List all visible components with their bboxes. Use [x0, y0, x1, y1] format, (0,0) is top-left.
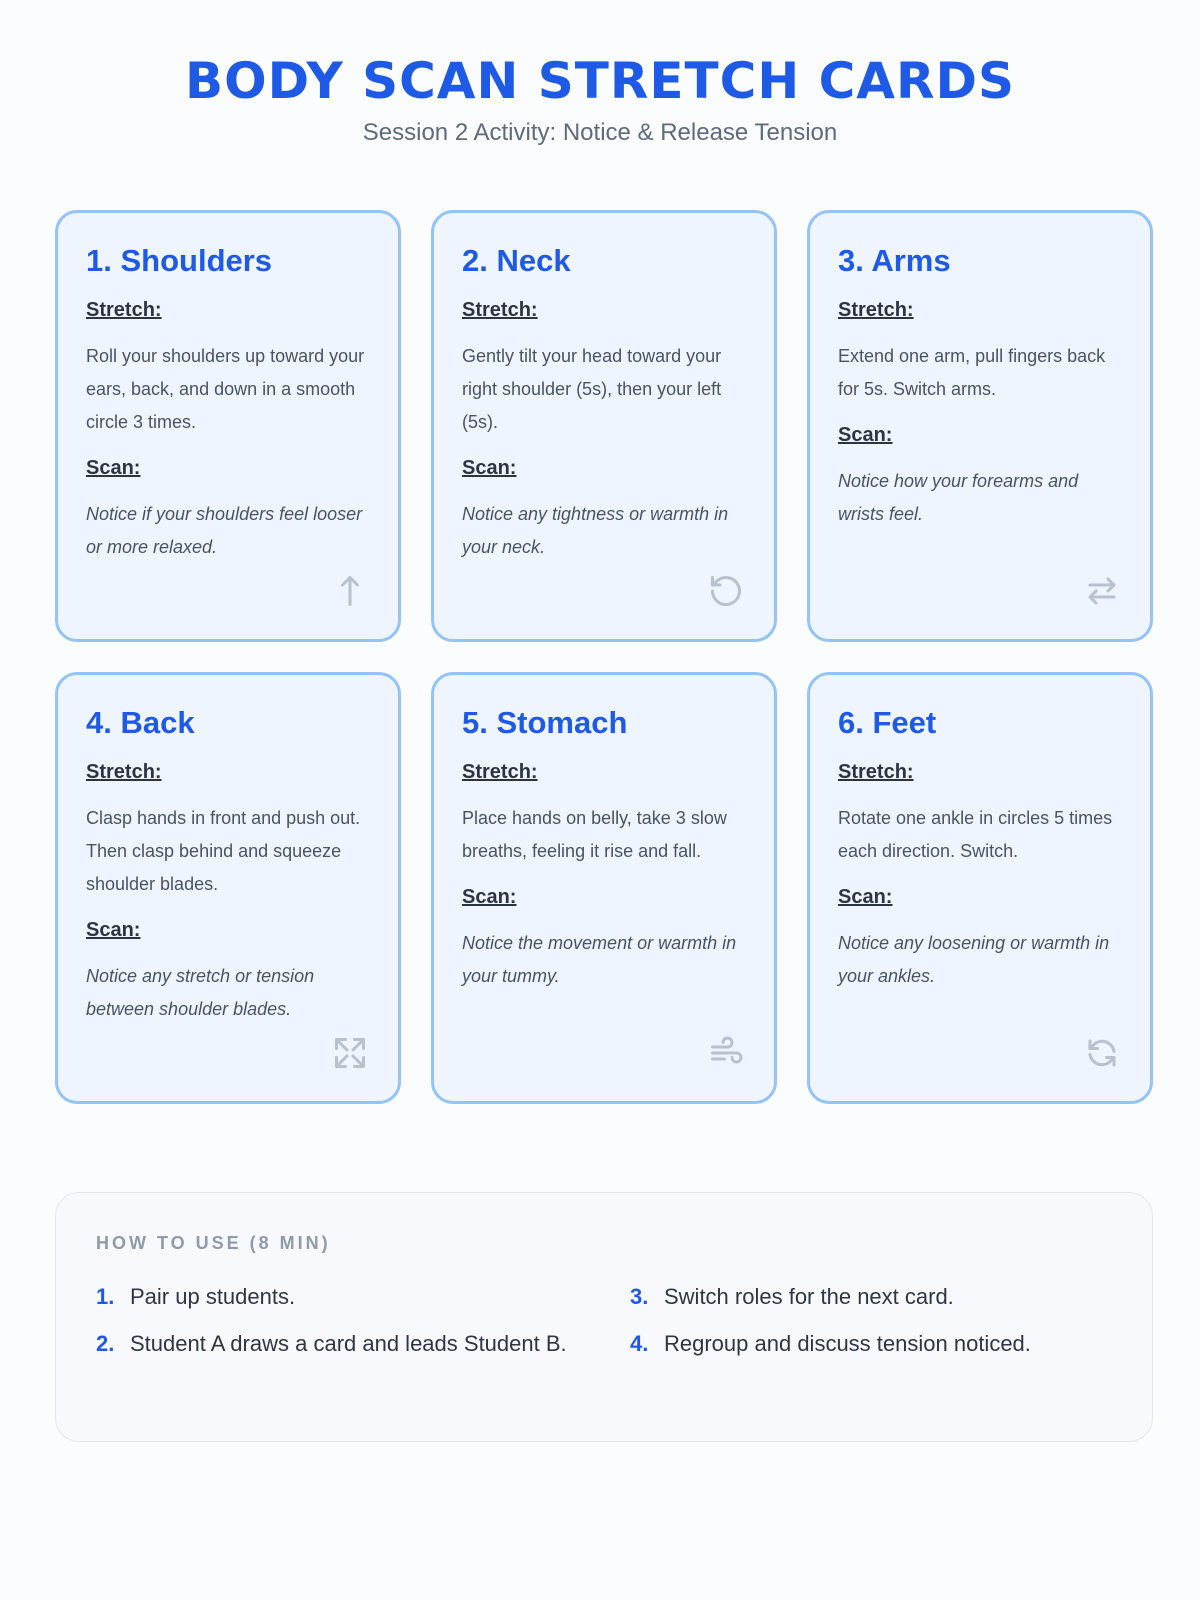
stretch-label: Stretch:	[838, 761, 914, 783]
step-number: 4.	[630, 1331, 649, 1356]
card-feet: 6. Feet Stretch: Rotate one ankle in cir…	[807, 672, 1153, 1104]
step-item: 1. Pair up students.	[96, 1280, 590, 1313]
scan-text: Notice if your shoulders feel looser or …	[86, 504, 363, 557]
page-title: BODY SCAN STRETCH CARDS	[185, 52, 1015, 110]
step-number: 3.	[630, 1284, 649, 1309]
card-title: 3. Arms	[838, 243, 951, 278]
step-item: 3. Switch roles for the next card.	[630, 1280, 1124, 1313]
card-title: 4. Back	[86, 705, 195, 740]
stretch-label: Stretch:	[462, 299, 538, 321]
scan-text: Notice how your forearms and wrists feel…	[838, 471, 1079, 524]
step-item: 2. Student A draws a card and leads Stude…	[96, 1327, 590, 1360]
stretch-text: Roll your shoulders up toward your ears,…	[86, 346, 365, 432]
how-to-use-title: HOW TO USE (8 MIN)	[96, 1233, 331, 1253]
expand-icon	[330, 1035, 370, 1075]
card-grid: 1. Shoulders Stretch: Roll your shoulder…	[55, 210, 1153, 1104]
card-neck: 2. Neck Stretch: Gently tilt your head t…	[431, 210, 777, 642]
step-text: Switch roles for the next card.	[664, 1284, 954, 1309]
scan-text: Notice the movement or warmth in your tu…	[462, 933, 737, 986]
scan-label: Scan:	[462, 457, 517, 479]
step-text: Pair up students.	[130, 1284, 296, 1309]
step-text: Regroup and discuss tension noticed.	[664, 1331, 1031, 1356]
card-stomach: 5. Stomach Stretch: Place hands on belly…	[431, 672, 777, 1104]
scan-text: Notice any loosening or warmth in your a…	[838, 933, 1110, 986]
rotate-ccw-icon	[706, 573, 746, 613]
scan-label: Scan:	[462, 886, 517, 908]
refresh-icon	[1082, 1035, 1122, 1075]
card-back: 4. Back Stretch: Clasp hands in front an…	[55, 672, 401, 1104]
scan-label: Scan:	[838, 424, 893, 446]
scan-label: Scan:	[86, 457, 141, 479]
step-number: 2.	[96, 1331, 115, 1356]
stretch-text: Gently tilt your head toward your right …	[462, 346, 722, 432]
scan-label: Scan:	[86, 919, 141, 941]
stretch-text: Extend one arm, pull fingers back for 5s…	[838, 346, 1106, 399]
scan-text: Notice any stretch or tension between sh…	[86, 966, 315, 1019]
card-shoulders: 1. Shoulders Stretch: Roll your shoulder…	[55, 210, 401, 642]
scan-text: Notice any tightness or warmth in your n…	[462, 504, 729, 557]
scan-label: Scan:	[838, 886, 893, 908]
arrow-up-icon	[330, 573, 370, 613]
card-arms: 3. Arms Stretch: Extend one arm, pull fi…	[807, 210, 1153, 642]
card-title: 5. Stomach	[462, 705, 628, 740]
stretch-text: Place hands on belly, take 3 slow breath…	[462, 808, 727, 861]
step-number: 1.	[96, 1284, 115, 1309]
how-to-use-steps: 1. Pair up students. 3. Switch roles for t…	[96, 1280, 1112, 1374]
page-subtitle: Session 2 Activity: Notice & Release Ten…	[362, 119, 838, 146]
card-title: 2. Neck	[462, 243, 571, 278]
stretch-label: Stretch:	[86, 761, 162, 783]
step-item: 4. Regroup and discuss tension noticed.	[630, 1327, 1124, 1360]
stretch-label: Stretch:	[838, 299, 914, 321]
wind-icon	[706, 1035, 746, 1075]
card-title: 6. Feet	[838, 705, 937, 740]
stretch-label: Stretch:	[86, 299, 162, 321]
arrows-left-right-icon	[1082, 573, 1122, 613]
how-to-use-panel: HOW TO USE (8 MIN) 1. Pair up students. 3…	[55, 1192, 1153, 1442]
card-title: 1. Shoulders	[86, 243, 273, 278]
stretch-label: Stretch:	[462, 761, 538, 783]
step-text: Student A draws a card and leads Student…	[130, 1331, 567, 1356]
stretch-text: Rotate one ankle in circles 5 times each…	[838, 808, 1113, 861]
stretch-text: Clasp hands in front and push out. Then …	[86, 808, 361, 894]
